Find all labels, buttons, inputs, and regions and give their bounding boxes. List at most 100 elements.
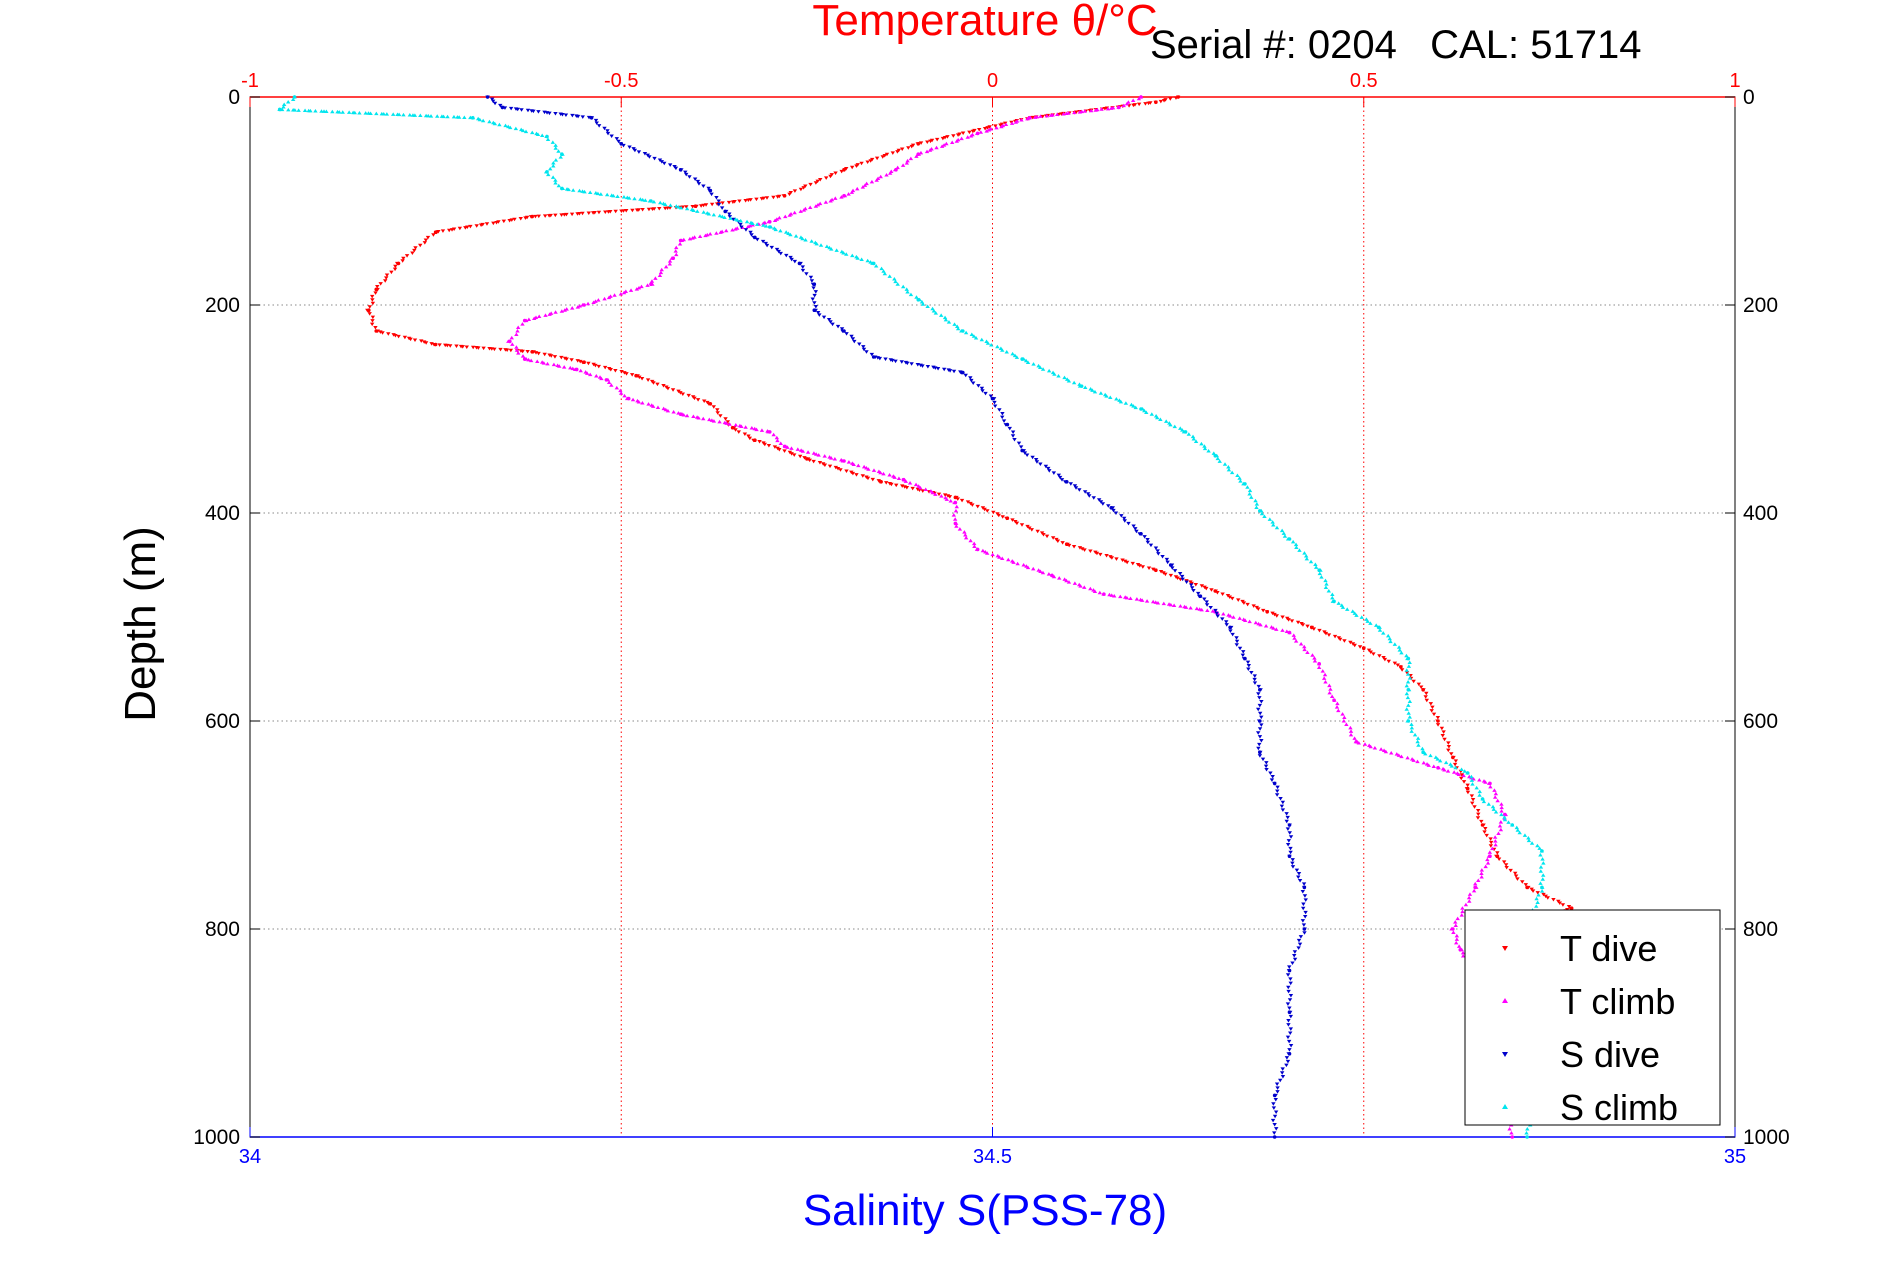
- data-marker: [818, 243, 824, 247]
- data-marker: [1168, 602, 1174, 607]
- data-marker: [771, 195, 776, 200]
- data-marker: [563, 113, 569, 117]
- data-marker: [1124, 595, 1130, 600]
- data-marker: [661, 384, 666, 388]
- data-marker: [1128, 596, 1133, 601]
- data-marker: [701, 210, 706, 214]
- data-marker: [627, 145, 632, 150]
- data-marker: [1104, 554, 1109, 558]
- data-marker: [1204, 600, 1209, 604]
- data-marker: [985, 509, 990, 513]
- data-marker: [984, 551, 990, 555]
- data-marker: [739, 424, 744, 428]
- data-point: [1027, 116, 1032, 120]
- data-marker: [736, 430, 741, 434]
- data-marker: [1451, 770, 1457, 774]
- data-marker: [1246, 667, 1251, 671]
- data-marker: [844, 469, 849, 473]
- data-marker: [514, 345, 519, 349]
- data-marker: [1469, 794, 1475, 798]
- data-point: [961, 329, 965, 333]
- data-point: [1265, 610, 1270, 614]
- data-marker: [1188, 606, 1193, 610]
- data-marker: [367, 312, 372, 316]
- data-marker: [1010, 351, 1015, 356]
- data-marker: [663, 407, 668, 412]
- data-marker: [1220, 617, 1225, 621]
- data-marker: [412, 338, 418, 343]
- data-marker: [1294, 545, 1299, 550]
- data-marker: [1019, 523, 1025, 527]
- data-marker: [1033, 458, 1039, 462]
- data-marker: [894, 483, 899, 488]
- data-marker: [503, 123, 508, 128]
- data-marker: [1472, 805, 1477, 809]
- data-point: [1258, 688, 1262, 692]
- legend-marker: [1502, 1052, 1508, 1057]
- data-marker: [1298, 935, 1304, 939]
- data-marker: [618, 391, 624, 395]
- data-marker: [1066, 379, 1072, 383]
- data-marker: [880, 155, 885, 159]
- data-marker: [707, 417, 712, 422]
- data-marker: [652, 156, 657, 161]
- data-marker: [533, 214, 538, 219]
- data-marker: [1313, 562, 1318, 567]
- data-marker: [1208, 606, 1213, 610]
- data-marker: [526, 317, 532, 322]
- temperature-tick-label: 0: [987, 70, 998, 92]
- data-marker: [585, 301, 591, 306]
- data-marker: [1098, 500, 1104, 504]
- data-marker: [1009, 121, 1015, 125]
- data-marker: [1044, 534, 1050, 539]
- data-marker: [1392, 642, 1398, 646]
- data-marker: [947, 495, 953, 499]
- data-marker: [774, 247, 780, 252]
- data-marker: [1021, 563, 1026, 567]
- data-marker: [536, 314, 542, 318]
- data-marker: [1460, 954, 1466, 958]
- data-marker: [691, 414, 696, 419]
- data-marker: [1113, 511, 1119, 515]
- data-marker: [1490, 846, 1495, 851]
- data-marker: [1252, 677, 1257, 682]
- data-marker: [1352, 611, 1357, 615]
- data-marker: [1451, 930, 1456, 934]
- data-marker: [1189, 586, 1195, 590]
- data-marker: [1257, 742, 1262, 747]
- data-point: [1258, 719, 1262, 723]
- data-marker: [1365, 619, 1370, 623]
- data-marker: [1168, 573, 1174, 578]
- data-point: [767, 220, 772, 224]
- data-marker: [743, 228, 749, 232]
- data-point: [842, 329, 846, 333]
- data-marker: [553, 178, 558, 182]
- data-marker: [948, 498, 953, 503]
- data-marker: [1178, 426, 1183, 430]
- data-marker: [987, 125, 992, 129]
- data-marker: [854, 164, 859, 168]
- data-point: [649, 282, 653, 287]
- data-marker: [1497, 823, 1503, 828]
- data-marker: [727, 212, 732, 216]
- data-point: [1287, 630, 1292, 635]
- data-marker: [1106, 504, 1111, 508]
- data-marker: [1340, 605, 1346, 609]
- data-marker: [1038, 114, 1043, 118]
- data-marker: [591, 300, 596, 305]
- data-marker: [553, 213, 558, 218]
- data-marker: [857, 342, 862, 346]
- data-marker: [1342, 715, 1347, 720]
- data-marker: [678, 205, 684, 210]
- data-marker: [1416, 682, 1422, 687]
- data-marker: [1407, 715, 1412, 719]
- data-point: [1139, 532, 1143, 536]
- data-point: [678, 168, 683, 172]
- data-point: [1436, 766, 1440, 770]
- data-marker: [807, 205, 813, 209]
- data-point: [1302, 927, 1307, 931]
- data-marker: [1288, 1031, 1293, 1035]
- data-marker: [841, 251, 846, 255]
- data-marker: [1288, 994, 1294, 998]
- data-marker: [1013, 120, 1019, 124]
